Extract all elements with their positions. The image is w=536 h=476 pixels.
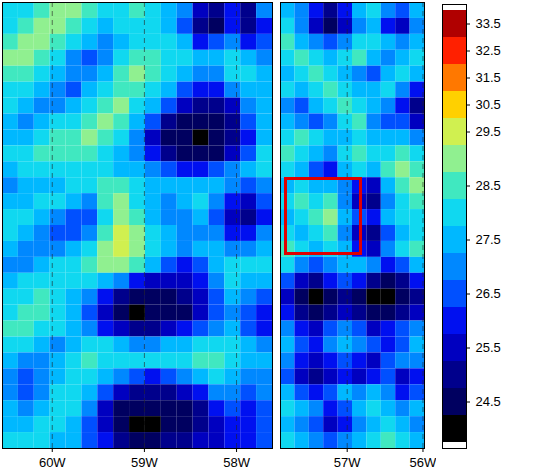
svg-text:32.5: 32.5 xyxy=(476,43,501,58)
svg-text:59W: 59W xyxy=(131,455,158,470)
svg-text:57W: 57W xyxy=(334,455,361,470)
svg-text:56W: 56W xyxy=(410,455,436,470)
svg-text:60W: 60W xyxy=(39,455,66,470)
svg-text:33.5: 33.5 xyxy=(476,16,501,31)
svg-text:29.5: 29.5 xyxy=(476,124,501,139)
svg-text:31.5: 31.5 xyxy=(476,70,501,85)
svg-text:58W: 58W xyxy=(223,455,250,470)
svg-text:28.5: 28.5 xyxy=(476,178,501,193)
svg-text:24.5: 24.5 xyxy=(476,394,501,409)
svg-text:26.5: 26.5 xyxy=(476,286,501,301)
svg-text:30.5: 30.5 xyxy=(476,97,501,112)
svg-text:25.5: 25.5 xyxy=(476,340,501,355)
svg-text:27.5: 27.5 xyxy=(476,232,501,247)
